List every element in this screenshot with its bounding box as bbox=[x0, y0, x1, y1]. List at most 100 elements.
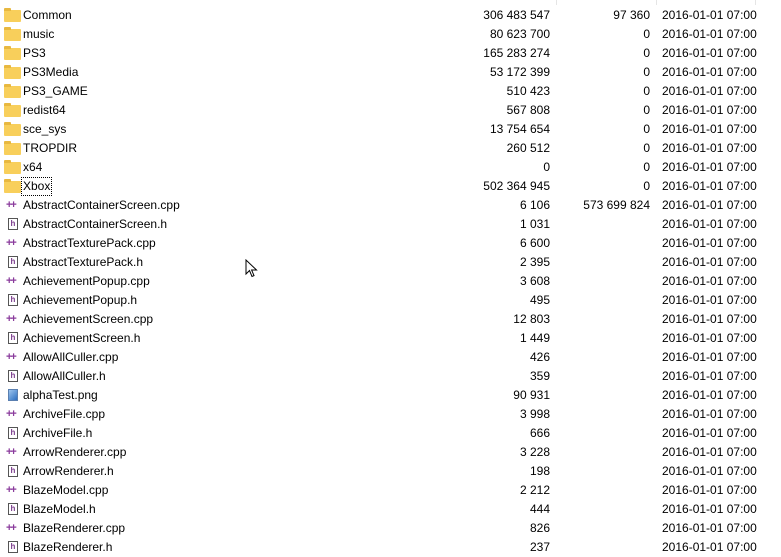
file-row[interactable]: ++ AbstractContainerScreen.cpp 6 106 573 69… bbox=[0, 196, 781, 215]
file-row[interactable]: ++ AchievementPopup.cpp 3 608 2016-01-01 07… bbox=[0, 272, 781, 291]
modified-date: 2016-01-01 07:00 bbox=[662, 540, 757, 554]
modified-date: 2016-01-01 07:00 bbox=[662, 426, 757, 440]
file-row[interactable]: ++ BlazeRenderer.cpp 826 2016-01-01 07:00 bbox=[0, 519, 781, 538]
cpp-file-icon: ++ bbox=[6, 237, 17, 249]
file-size: 3 998 bbox=[519, 407, 550, 421]
file-row[interactable]: PS3_GAME 510 423 0 2016-01-01 07:00 bbox=[0, 82, 781, 101]
file-row[interactable]: ++ AchievementScreen.cpp 12 803 2016-01-01 … bbox=[0, 310, 781, 329]
column-separator[interactable] bbox=[656, 0, 657, 5]
header-file-icon: h bbox=[8, 427, 18, 439]
file-list[interactable]: Common 306 483 547 97 360 2016-01-01 07:00 m… bbox=[0, 6, 781, 557]
file-row[interactable]: h AchievementPopup.h 495 2016-01-01 07:00 bbox=[0, 291, 781, 310]
packed-size: 0 bbox=[643, 46, 650, 60]
modified-date: 2016-01-01 07:00 bbox=[662, 483, 757, 497]
file-name: x64 bbox=[23, 160, 43, 174]
file-name: AllowAllCuller.h bbox=[23, 369, 106, 383]
file-row[interactable]: ++ AbstractTexturePack.cpp 6 600 2016-01-01… bbox=[0, 234, 781, 253]
packed-size: 0 bbox=[643, 179, 650, 193]
file-name: BlazeModel.cpp bbox=[23, 483, 109, 497]
folder-icon bbox=[4, 179, 21, 193]
modified-date: 2016-01-01 07:00 bbox=[662, 236, 757, 250]
modified-date: 2016-01-01 07:00 bbox=[662, 217, 757, 231]
file-size: 90 931 bbox=[513, 388, 550, 402]
file-row[interactable]: h ArrowRenderer.h 198 2016-01-01 07:00 bbox=[0, 462, 781, 481]
header-file-icon: h bbox=[8, 294, 18, 306]
modified-date: 2016-01-01 07:00 bbox=[662, 198, 757, 212]
file-row[interactable]: h AllowAllCuller.h 359 2016-01-01 07:00 bbox=[0, 367, 781, 386]
file-size: 6 106 bbox=[519, 198, 550, 212]
file-row[interactable]: music 80 623 700 0 2016-01-01 07:00 bbox=[0, 25, 781, 44]
modified-date: 2016-01-01 07:00 bbox=[662, 179, 757, 193]
file-row[interactable]: PS3Media 53 172 399 0 2016-01-01 07:00 bbox=[0, 63, 781, 82]
cpp-file-icon: ++ bbox=[6, 199, 17, 211]
file-row[interactable]: alphaTest.png 90 931 2016-01-01 07:00 bbox=[0, 386, 781, 405]
mouse-cursor-icon bbox=[245, 259, 258, 278]
packed-size: 0 bbox=[643, 65, 650, 79]
header-file-icon: h bbox=[8, 541, 18, 553]
file-size: 3 608 bbox=[519, 274, 550, 288]
folder-icon bbox=[4, 65, 21, 79]
file-row[interactable]: h AchievementScreen.h 1 449 2016-01-01 07:0… bbox=[0, 329, 781, 348]
file-size: 359 bbox=[529, 369, 550, 383]
file-row[interactable]: h ArchiveFile.h 666 2016-01-01 07:00 bbox=[0, 424, 781, 443]
file-size: 1 031 bbox=[519, 217, 550, 231]
packed-size: 0 bbox=[643, 103, 650, 117]
file-row[interactable]: x64 0 0 2016-01-01 07:00 bbox=[0, 158, 781, 177]
packed-size: 0 bbox=[643, 84, 650, 98]
cpp-file-icon: ++ bbox=[6, 522, 17, 534]
file-row[interactable]: Common 306 483 547 97 360 2016-01-01 07:00 bbox=[0, 6, 781, 25]
packed-size: 0 bbox=[643, 122, 650, 136]
file-name: music bbox=[23, 27, 55, 41]
modified-date: 2016-01-01 07:00 bbox=[662, 84, 757, 98]
modified-date: 2016-01-01 07:00 bbox=[662, 521, 757, 535]
file-row[interactable]: sce_sys 13 754 654 0 2016-01-01 07:00 bbox=[0, 120, 781, 139]
modified-date: 2016-01-01 07:00 bbox=[662, 388, 757, 402]
file-row[interactable]: ++ AllowAllCuller.cpp 426 2016-01-01 07:00 bbox=[0, 348, 781, 367]
file-size: 306 483 547 bbox=[483, 8, 550, 22]
header-file-icon: h bbox=[8, 503, 18, 515]
modified-date: 2016-01-01 07:00 bbox=[662, 293, 757, 307]
file-row[interactable]: ++ ArrowRenderer.cpp 3 228 2016-01-01 07:00 bbox=[0, 443, 781, 462]
header-file-icon: h bbox=[8, 256, 18, 268]
modified-date: 2016-01-01 07:00 bbox=[662, 407, 757, 421]
file-name: AbstractTexturePack.cpp bbox=[23, 236, 156, 250]
column-separator[interactable] bbox=[556, 0, 557, 5]
file-name: PS3 bbox=[23, 46, 46, 60]
file-name: PS3Media bbox=[23, 65, 79, 79]
file-size: 13 754 654 bbox=[489, 122, 550, 136]
file-row[interactable]: h BlazeRenderer.h 237 2016-01-01 07:00 bbox=[0, 538, 781, 557]
file-size: 198 bbox=[529, 464, 550, 478]
file-size: 53 172 399 bbox=[489, 65, 550, 79]
file-row[interactable]: h BlazeModel.h 444 2016-01-01 07:00 bbox=[0, 500, 781, 519]
file-size: 666 bbox=[529, 426, 550, 440]
file-row[interactable]: PS3 165 283 274 0 2016-01-01 07:00 bbox=[0, 44, 781, 63]
modified-date: 2016-01-01 07:00 bbox=[662, 160, 757, 174]
file-size: 0 bbox=[543, 160, 550, 174]
file-size: 12 803 bbox=[513, 312, 550, 326]
file-row[interactable]: ++ BlazeModel.cpp 2 212 2016-01-01 07:00 bbox=[0, 481, 781, 500]
file-row[interactable]: redist64 567 808 0 2016-01-01 07:00 bbox=[0, 101, 781, 120]
file-size: 826 bbox=[529, 521, 550, 535]
file-row[interactable]: ++ ArchiveFile.cpp 3 998 2016-01-01 07:00 bbox=[0, 405, 781, 424]
file-name: ArchiveFile.cpp bbox=[23, 407, 106, 421]
file-row[interactable]: Xbox 502 364 945 0 2016-01-01 07:00 bbox=[0, 177, 781, 196]
cpp-file-icon: ++ bbox=[6, 484, 17, 496]
column-separator[interactable] bbox=[755, 0, 756, 5]
modified-date: 2016-01-01 07:00 bbox=[662, 141, 757, 155]
file-name: AllowAllCuller.cpp bbox=[23, 350, 119, 364]
file-size: 2 395 bbox=[519, 255, 550, 269]
folder-icon bbox=[4, 122, 21, 136]
modified-date: 2016-01-01 07:00 bbox=[662, 502, 757, 516]
file-row[interactable]: h AbstractTexturePack.h 2 395 2016-01-01 07… bbox=[0, 253, 781, 272]
file-name: PS3_GAME bbox=[23, 84, 88, 98]
modified-date: 2016-01-01 07:00 bbox=[662, 122, 757, 136]
file-size: 1 449 bbox=[519, 331, 550, 345]
cpp-file-icon: ++ bbox=[6, 313, 17, 325]
file-size: 80 623 700 bbox=[489, 27, 550, 41]
file-row[interactable]: h AbstractContainerScreen.h 1 031 2016-01-0… bbox=[0, 215, 781, 234]
file-size: 260 512 bbox=[506, 141, 550, 155]
file-name: BlazeRenderer.cpp bbox=[23, 521, 126, 535]
modified-date: 2016-01-01 07:00 bbox=[662, 369, 757, 383]
file-row[interactable]: TROPDIR 260 512 0 2016-01-01 07:00 bbox=[0, 139, 781, 158]
file-name: BlazeRenderer.h bbox=[23, 540, 113, 554]
